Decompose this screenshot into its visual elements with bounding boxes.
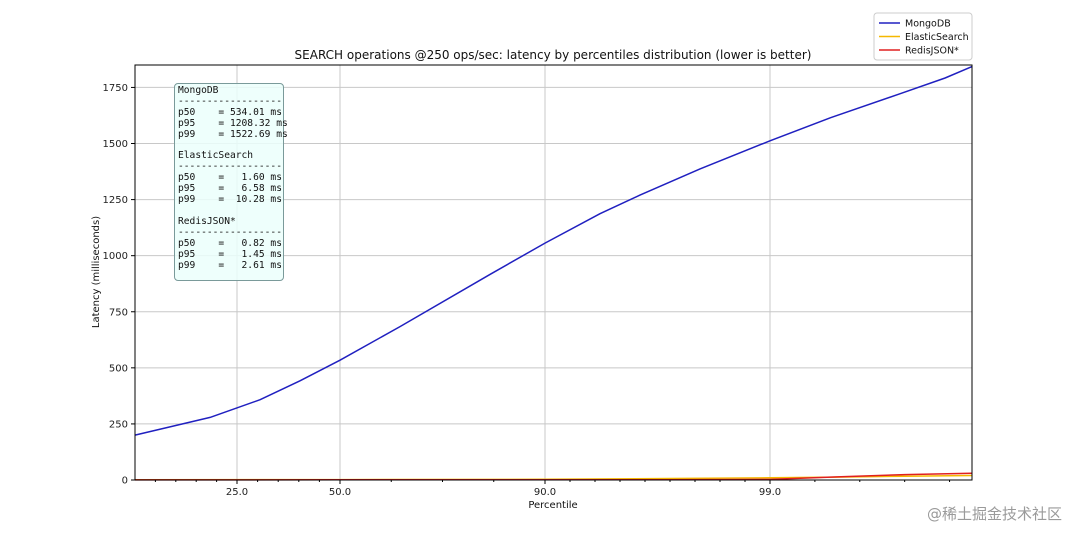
y-axis-ticks: 0 250 500 750 1000 1250 1500 1750 [103,83,135,487]
percentile-stats-box: MongoDB ------------------ p50 = 534.01 … [174,83,288,281]
x-tick-label: 50.0 [329,487,351,498]
y-tick-label: 1500 [103,139,128,150]
y-tick-label: 500 [109,363,128,374]
y-tick-label: 1250 [103,195,128,206]
chart-title: SEARCH operations @250 ops/sec: latency … [295,48,812,62]
y-tick-label: 750 [109,307,128,318]
x-axis-ticks: 25.0 50.0 90.0 99.0 [154,480,951,498]
x-axis-label: Percentile [528,500,577,511]
y-axis-label: Latency (milliseconds) [91,216,102,328]
legend-label: RedisJSON* [905,46,959,57]
watermark: @稀土掘金技术社区 [926,505,1062,523]
y-tick-label: 250 [109,419,128,430]
series-line-mongodb [134,65,973,436]
plot-frame [134,64,973,481]
y-tick-label: 1000 [103,251,128,262]
legend-label: ElasticSearch [905,32,969,43]
legend-label: MongoDB [905,19,951,30]
x-tick-label: 99.0 [759,487,781,498]
x-tick-label: 90.0 [534,487,556,498]
legend: MongoDB ElasticSearch RedisJSON* [873,12,973,61]
y-tick-label: 1750 [103,83,128,94]
y-tick-label: 0 [122,476,128,487]
x-tick-label: 25.0 [226,487,248,498]
